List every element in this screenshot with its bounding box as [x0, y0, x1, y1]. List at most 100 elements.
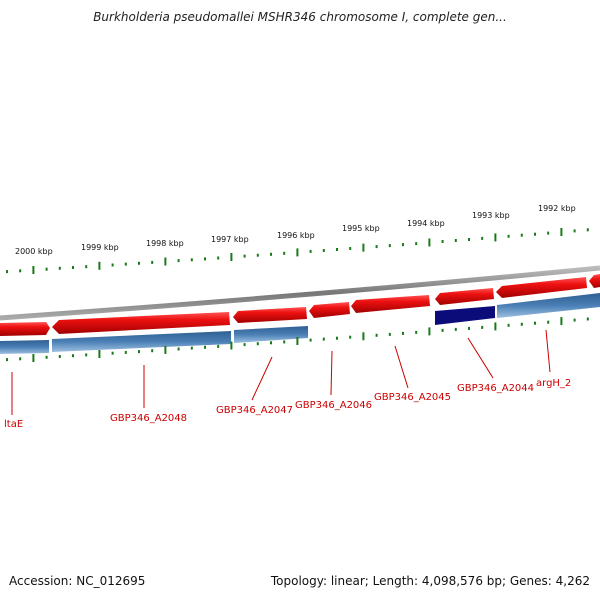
minor-tick: [217, 344, 220, 348]
minor-tick: [534, 232, 536, 236]
minor-tick: [270, 252, 272, 256]
genome-backbone: [0, 265, 600, 321]
minor-tick: [111, 263, 114, 267]
minor-tick: [454, 327, 457, 331]
kbp-label: 1999 kbp: [81, 243, 119, 252]
gene-arrow[interactable]: [52, 312, 230, 334]
major-tick: [428, 238, 431, 247]
major-tick: [230, 253, 233, 261]
genome-title: Burkholderia pseudomallei MSHR346 chromo…: [93, 10, 507, 24]
minor-tick: [547, 320, 550, 324]
major-tick: [164, 257, 167, 266]
gene-label[interactable]: GBP346_A2044: [457, 383, 534, 394]
minor-tick: [217, 256, 220, 260]
minor-tick: [402, 243, 404, 247]
gene-label[interactable]: argH_2: [536, 378, 571, 389]
gene-label[interactable]: GBP346_A2048: [110, 413, 187, 424]
minor-tick: [111, 351, 114, 355]
major-tick: [32, 266, 35, 274]
minor-tick: [138, 261, 140, 265]
leader-line: [467, 337, 494, 379]
minor-tick: [454, 239, 457, 242]
major-tick: [296, 248, 299, 257]
major-tick: [494, 233, 497, 242]
minor-tick: [507, 323, 510, 327]
gene-label[interactable]: GBP346_A2046: [295, 400, 372, 411]
minor-tick: [204, 257, 206, 261]
minor-tick: [270, 341, 272, 345]
minor-tick: [19, 269, 22, 273]
cds-block-highlighted[interactable]: [435, 306, 495, 325]
forward-strand-track: [0, 274, 600, 336]
major-tick: [296, 337, 299, 345]
minor-tick: [45, 355, 48, 359]
major-tick: [98, 350, 101, 358]
gene-arrow[interactable]: [309, 302, 350, 318]
major-tick: [560, 228, 563, 236]
minor-tick: [415, 330, 418, 334]
kbp-label: 2000 kbp: [15, 247, 53, 256]
major-tick: [230, 341, 233, 350]
major-tick: [494, 322, 497, 331]
gene-arrow[interactable]: [435, 288, 494, 305]
gene-labels: ltaE GBP346_A2048 GBP346_A2047 GBP346_A2…: [4, 378, 571, 430]
gene-arrow[interactable]: [496, 277, 587, 298]
minor-tick: [151, 260, 154, 264]
minor-tick: [375, 245, 378, 249]
minor-tick: [204, 345, 206, 349]
gene-arrow[interactable]: [351, 295, 430, 313]
leader-line: [251, 356, 273, 401]
cds-block[interactable]: [52, 331, 231, 352]
major-tick: [560, 317, 563, 326]
minor-tick: [256, 342, 259, 346]
minor-tick: [375, 333, 378, 337]
minor-tick: [520, 233, 523, 237]
major-tick: [362, 243, 365, 252]
cds-block[interactable]: [234, 326, 308, 343]
minor-tick: [468, 238, 470, 241]
kbp-label: 1995 kbp: [342, 224, 380, 233]
gene-leaders: [11, 329, 551, 415]
minor-tick: [349, 247, 352, 250]
minor-tick: [177, 259, 180, 263]
leader-line: [330, 350, 333, 396]
minor-tick: [322, 337, 325, 341]
gene-label[interactable]: GBP346_A2047: [216, 405, 293, 416]
accession-text: Accession: NC_012695: [9, 574, 146, 588]
minor-tick: [6, 270, 8, 274]
minor-tick: [481, 325, 484, 329]
kbp-label: 1994 kbp: [407, 219, 445, 228]
gene-label[interactable]: ltaE: [4, 419, 23, 430]
minor-tick: [243, 254, 246, 258]
kbp-label: 1992 kbp: [538, 204, 576, 213]
minor-tick: [72, 354, 74, 358]
minor-tick: [547, 231, 550, 235]
kbp-scale: 2000 kbp 1999 kbp 1998 kbp 1997 kbp 1996…: [6, 204, 589, 274]
minor-tick: [441, 240, 444, 243]
cds-track: [0, 293, 600, 354]
minor-tick: [190, 346, 193, 350]
minor-tick: [388, 332, 391, 336]
minor-tick: [468, 326, 470, 330]
major-tick: [32, 354, 35, 362]
cds-block[interactable]: [497, 293, 600, 318]
kbp-label: 1998 kbp: [146, 239, 184, 248]
gene-arrow[interactable]: [589, 274, 600, 288]
gene-label[interactable]: GBP346_A2045: [374, 392, 451, 403]
leader-line: [545, 329, 551, 373]
gene-arrow[interactable]: [0, 322, 50, 336]
minor-tick: [573, 318, 576, 322]
cds-block[interactable]: [0, 340, 49, 354]
minor-tick: [309, 338, 312, 342]
minor-tick: [322, 249, 325, 252]
minor-tick: [507, 234, 510, 238]
gene-arrow[interactable]: [233, 307, 307, 323]
minor-tick: [58, 355, 61, 358]
major-tick: [428, 327, 431, 336]
minor-tick: [256, 253, 259, 257]
minor-tick: [586, 317, 589, 321]
minor-tick: [415, 242, 418, 246]
minor-tick: [6, 358, 8, 362]
minor-tick: [309, 249, 312, 253]
